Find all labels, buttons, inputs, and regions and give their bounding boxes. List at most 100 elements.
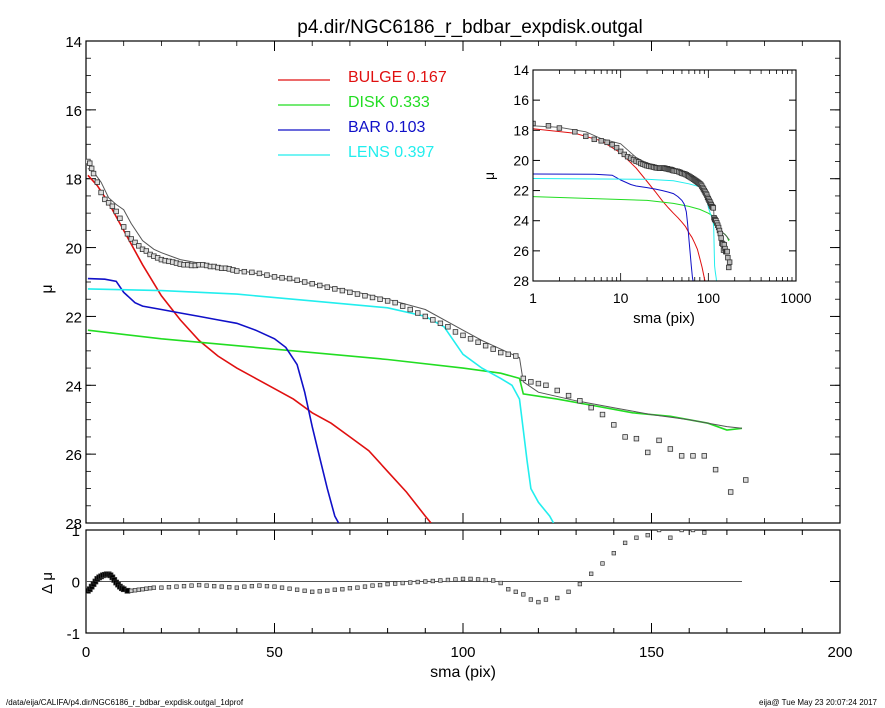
legend-label-bar: BAR 0.103 <box>348 119 425 136</box>
inset-y-tick-label: 24 <box>513 213 529 229</box>
main-frame <box>85 40 841 524</box>
inset-y-tick-label: 14 <box>513 62 529 78</box>
main-series-group <box>86 158 749 523</box>
inset-data-point <box>726 264 732 271</box>
y-tick-label: 14 <box>65 34 82 51</box>
data-point <box>407 306 413 313</box>
data-point <box>622 434 628 440</box>
residual-point <box>181 583 187 589</box>
series-line-disk <box>87 329 743 431</box>
residual-point <box>227 585 232 590</box>
residual-point <box>294 587 300 592</box>
residual-point <box>189 583 194 588</box>
inset-series-line-lens <box>533 178 717 281</box>
data-point <box>105 200 112 206</box>
inset-x-tick-label: 100 <box>697 290 721 306</box>
residual-point <box>634 535 639 540</box>
inset-data-point <box>617 148 624 155</box>
data-point <box>143 248 150 254</box>
residual-point <box>340 587 345 592</box>
data-point <box>667 446 674 452</box>
legend-label-bulge: BULGE 0.167 <box>348 69 447 86</box>
residual-point <box>212 583 217 589</box>
legend-label-lens: LENS 0.397 <box>348 144 434 161</box>
x-tick-label: 200 <box>827 644 852 661</box>
data-point <box>94 179 101 185</box>
residual-point <box>506 587 511 592</box>
inset-data-point <box>718 235 724 241</box>
data-point <box>117 215 123 222</box>
data-point <box>712 466 719 473</box>
inset-data-point <box>545 123 552 129</box>
inset-y-tick-label: 16 <box>513 92 529 108</box>
data-point <box>467 336 474 342</box>
residual-point <box>498 580 503 586</box>
residual-point <box>370 583 375 588</box>
data-point <box>88 165 95 172</box>
inset-data-point <box>556 125 563 131</box>
data-point <box>347 289 353 296</box>
data-point <box>656 437 662 444</box>
residual-point <box>147 586 153 591</box>
residual-point <box>196 582 202 588</box>
resid-y-axis-label: Δ μ <box>39 572 56 594</box>
inset-data-point <box>717 230 724 237</box>
inset-data-point <box>604 139 610 146</box>
inset-data-point <box>598 138 604 144</box>
residual-point <box>589 571 594 576</box>
data-point <box>588 404 594 411</box>
residual-point <box>645 532 650 538</box>
residual-point <box>445 577 451 583</box>
footer-path: /data/eija/CALIFA/p4.dir/NGC6186_r_bdbar… <box>6 698 244 707</box>
residual-point <box>287 586 292 591</box>
data-point <box>377 296 383 302</box>
data-point <box>392 299 398 306</box>
inset-data-point <box>710 205 717 211</box>
residual-point <box>234 585 239 590</box>
residual-point <box>460 576 466 582</box>
residual-point <box>521 592 526 597</box>
residual-point <box>430 578 435 584</box>
residual-point <box>151 585 157 590</box>
residual-point <box>536 599 541 605</box>
data-point <box>90 170 97 177</box>
data-point <box>301 279 308 285</box>
residual-point <box>264 583 270 589</box>
residual-point <box>679 530 684 533</box>
legend: BULGE 0.167 DISK 0.333 BAR 0.103 LENS 0.397 <box>278 69 447 161</box>
data-point <box>102 196 108 203</box>
residual-point <box>528 597 534 602</box>
residual-point <box>332 587 337 592</box>
y-tick-label: 18 <box>65 172 82 189</box>
data-point <box>324 284 330 290</box>
data-point <box>535 380 542 387</box>
inset-y-tick-label: 26 <box>513 243 529 259</box>
residual-point <box>144 586 149 591</box>
residual-point <box>272 584 277 589</box>
inset-data-point <box>591 136 597 143</box>
y-tick-label: 26 <box>65 447 82 464</box>
inset-y-tick-label: 22 <box>513 183 529 199</box>
data-point <box>124 231 131 237</box>
residual-point <box>668 535 673 540</box>
data-point <box>445 324 451 330</box>
data-point <box>87 160 93 166</box>
inset-x-axis-label: sma (pix) <box>633 310 695 327</box>
data-point <box>113 208 119 215</box>
data-point <box>294 277 300 283</box>
residual-point <box>362 584 368 589</box>
data-point <box>482 342 489 349</box>
data-point <box>475 339 481 345</box>
inset-series-group <box>533 120 733 281</box>
residual-point <box>453 577 458 582</box>
data-point <box>264 272 270 278</box>
data-point <box>490 346 496 352</box>
residual-point <box>302 588 307 593</box>
series-line-bulge <box>87 174 432 523</box>
data-point <box>528 379 534 385</box>
data-point <box>384 298 391 304</box>
data-point <box>611 422 617 428</box>
data-point <box>121 224 127 230</box>
inset-background <box>533 70 796 281</box>
